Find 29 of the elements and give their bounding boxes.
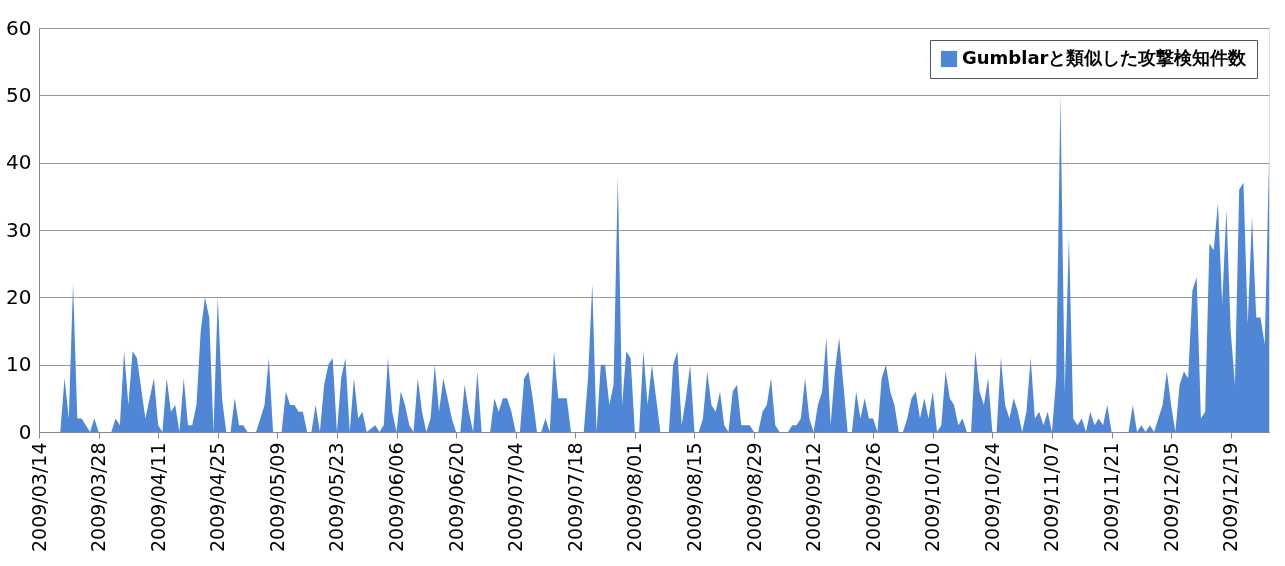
x-tick-label: 2009/10/10 xyxy=(921,442,944,553)
x-tick-label: 2009/08/01 xyxy=(623,442,646,553)
y-tick-label: 60 xyxy=(6,15,32,40)
y-tick-label: 10 xyxy=(6,352,32,377)
x-tick-label: 2009/12/05 xyxy=(1159,442,1182,553)
x-tick-label: 2009/09/26 xyxy=(861,442,884,553)
x-tick-label: 2009/06/06 xyxy=(385,442,408,553)
x-tick-label: 2009/05/09 xyxy=(265,442,288,553)
x-tick-label: 2009/04/11 xyxy=(146,442,169,553)
x-tick-label: 2009/08/29 xyxy=(742,442,765,553)
x-tick-label: 2009/05/23 xyxy=(325,442,348,553)
y-tick-label: 20 xyxy=(6,284,32,309)
x-tick-label: 2009/07/04 xyxy=(504,442,527,553)
x-tick-label: 2009/03/14 xyxy=(27,442,50,553)
x-tick-label: 2009/07/18 xyxy=(563,442,586,553)
legend-label: Gumblarと類似した攻撃検知件数 xyxy=(962,47,1248,68)
x-tick-label: 2009/03/28 xyxy=(87,442,110,553)
x-tick-label: 2009/06/20 xyxy=(444,442,467,553)
x-tick-label: 2009/11/07 xyxy=(1040,442,1063,553)
y-tick-label: 30 xyxy=(6,217,32,242)
y-tick-label: 40 xyxy=(6,150,32,175)
x-tick-label: 2009/12/19 xyxy=(1219,442,1242,553)
y-tick-label: 0 xyxy=(18,419,32,444)
x-tick-label: 2009/11/21 xyxy=(1100,442,1123,553)
x-tick-label: 2009/08/15 xyxy=(682,442,705,553)
y-tick-label: 50 xyxy=(6,82,32,107)
x-tick-label: 2009/09/12 xyxy=(802,442,825,553)
x-tick-label: 2009/10/24 xyxy=(980,442,1003,553)
x-tick-label: 2009/04/25 xyxy=(206,442,229,553)
